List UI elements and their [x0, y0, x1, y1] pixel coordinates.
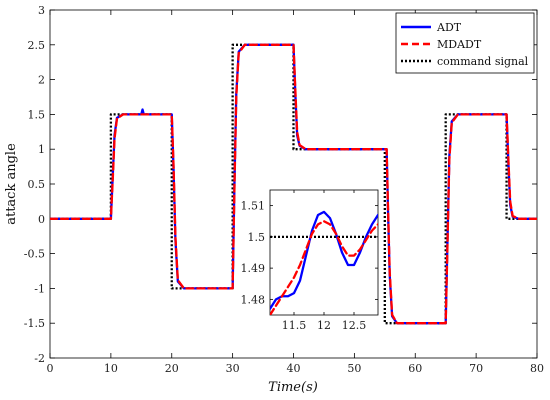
inset-xtick-label: 12.5	[342, 319, 367, 332]
main-ytick-label: 1	[38, 143, 45, 156]
main-axis-ticks: 0 10 20 30 40 50 60 70 80-2-1.5-1-0.500.511.522.…	[24, 4, 544, 375]
main-xtick-label: 20	[165, 362, 179, 375]
main-ytick-label: -1	[34, 282, 45, 295]
inset-series-adt	[270, 210, 378, 310]
main-xtick-label: 60	[408, 362, 422, 375]
main-series-command-signal	[50, 43, 537, 325]
y-axis-label: attack angle	[4, 143, 19, 225]
main-ytick-label: 0.5	[28, 178, 46, 191]
inset-xtick-label: 11.5	[282, 319, 307, 332]
main-ytick-label: 2.5	[28, 39, 46, 52]
inset-axis-ticks: 11.5 12 12.5 1.48 1.49 1.5 1.51	[241, 190, 378, 332]
inset-ytick-label: 1.5	[248, 231, 266, 244]
legend: ADT MDADT command signal	[395, 12, 535, 74]
inset-ytick-label: 1.49	[241, 262, 266, 275]
main-ytick-label: 2	[38, 74, 45, 87]
legend-label-adt: ADT	[436, 21, 462, 34]
inset-ytick-label: 1.48	[241, 293, 266, 306]
main-ytick-label: 3	[38, 4, 45, 17]
main-xtick-label: 80	[530, 362, 544, 375]
main-ytick-label: 1.5	[28, 108, 46, 121]
x-axis-label: Time(s)	[268, 380, 318, 395]
main-ytick-label: -1.5	[24, 317, 45, 330]
inset-series-group	[270, 210, 378, 315]
inset-series-mdadt	[270, 220, 378, 315]
main-xtick-label: 0	[47, 362, 54, 375]
main-xtick-label: 40	[287, 362, 301, 375]
legend-label-mdadt: MDADT	[437, 38, 482, 51]
main-xtick-label: 70	[469, 362, 483, 375]
inset-xtick-label: 12	[317, 319, 331, 332]
legend-label-command: command signal	[437, 55, 529, 68]
inset-ytick-label: 1.51	[241, 200, 266, 213]
main-series-mdadt	[50, 43, 537, 325]
main-ytick-label: -0.5	[24, 248, 45, 261]
main-xtick-label: 50	[347, 362, 361, 375]
main-series-group	[50, 43, 537, 325]
main-ytick-label: -2	[34, 352, 45, 365]
main-xtick-label: 10	[104, 362, 118, 375]
main-ytick-label: 0	[38, 213, 45, 226]
main-xtick-label: 30	[226, 362, 240, 375]
